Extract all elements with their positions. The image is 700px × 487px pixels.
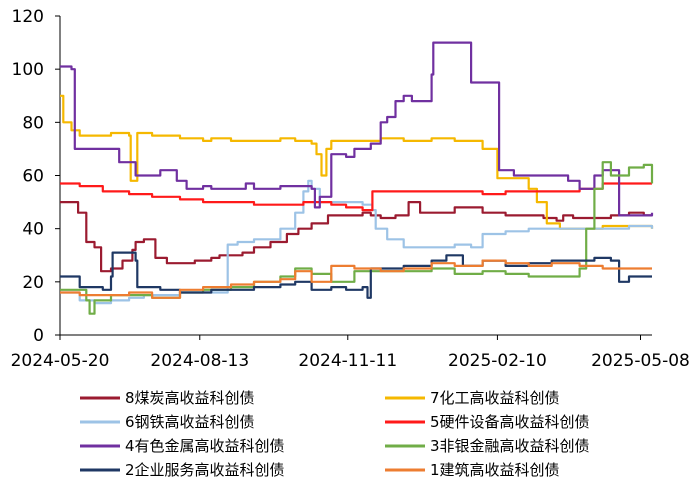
y-tick-label: 0 (33, 326, 44, 346)
legend-label: 4有色金属高收益科创债 (125, 437, 285, 455)
x-tick-label: 2024-05-20 (11, 351, 110, 371)
y-tick-label: 80 (22, 113, 44, 133)
series-line-3 (60, 179, 654, 305)
series-line-6 (60, 161, 654, 315)
y-tick-label: 20 (22, 273, 44, 293)
y-tick-label: 60 (22, 167, 44, 187)
series-line-1 (60, 201, 652, 273)
x-tick-label: 2025-05-08 (591, 351, 690, 371)
series-line-5 (60, 41, 654, 217)
legend-label: 8煤炭高收益科创债 (125, 389, 255, 407)
y-ticks: 0 20 40 60 80 100 120 (12, 7, 60, 346)
legend-label: 2企业服务高收益科创债 (125, 461, 285, 479)
legend-label: 7化工高收益科创债 (430, 389, 560, 407)
y-tick-label: 40 (22, 220, 44, 240)
legend-label: 1建筑高收益科创债 (430, 461, 560, 479)
series-lines (60, 41, 654, 315)
series-line-2 (60, 94, 654, 230)
legend: 8煤炭高收益科创债 7化工高收益科创债 6钢铁高收益科创债 5硬件设备高收益科创债 4有… (80, 389, 590, 479)
legend-label: 5硬件设备高收益科创债 (430, 413, 590, 431)
legend-label: 6钢铁高收益科创债 (125, 413, 255, 431)
series-line-4 (60, 182, 652, 212)
x-ticks: 2024-05-20 2024-08-13 2024-11-11 2025-02-10… (11, 335, 690, 371)
series-line-8 (60, 259, 652, 299)
x-tick-label: 2024-08-13 (150, 351, 249, 371)
series-line-7 (60, 251, 652, 299)
y-tick-label: 100 (12, 60, 44, 80)
x-tick-label: 2024-11-11 (298, 351, 397, 371)
legend-label: 3非银金融高收益科创债 (430, 437, 590, 455)
x-tick-label: 2025-02-10 (448, 351, 547, 371)
y-tick-label: 120 (12, 7, 44, 27)
